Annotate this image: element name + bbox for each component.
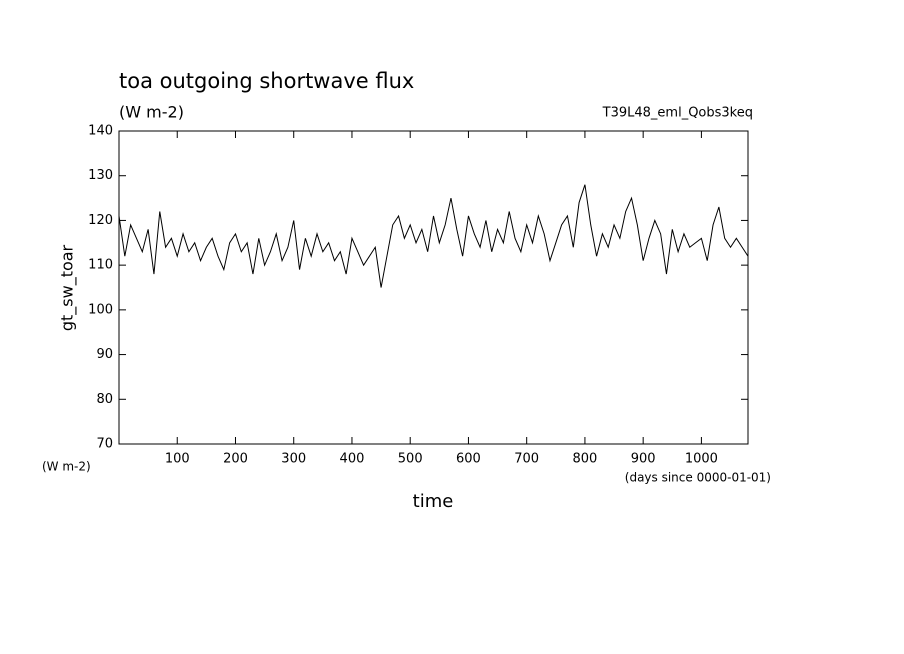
x-tick-label: 100	[165, 452, 190, 467]
x-tick-label: 300	[281, 452, 306, 467]
y-tick-label: 100	[88, 302, 113, 317]
x-unit: (days since 0000-01-01)	[625, 471, 771, 485]
y-tick-label: 110	[88, 258, 113, 273]
y-tick-label: 140	[88, 124, 113, 139]
x-tick-label: 600	[456, 452, 481, 467]
y-tick-label: 80	[96, 392, 113, 407]
y-unit: (W m-2)	[42, 460, 91, 474]
plot-frame	[118, 130, 749, 445]
y-tick-label: 70	[96, 437, 113, 452]
x-tick-label: 800	[573, 452, 598, 467]
y-tick-label: 130	[88, 168, 113, 183]
y-tick-label: 90	[96, 347, 113, 362]
x-tick-label: 1000	[685, 452, 718, 467]
chart-title: toa outgoing shortwave flux	[119, 69, 414, 93]
x-tick-label: 200	[223, 452, 248, 467]
y-axis-label: gt_sw_toar	[58, 244, 78, 331]
subtitle: (W m-2)	[119, 103, 184, 122]
annotation: T39L48_eml_Qobs3keq	[602, 106, 753, 121]
x-tick-label: 700	[514, 452, 539, 467]
y-tick-label: 120	[88, 213, 113, 228]
data-line	[118, 184, 749, 288]
x-tick-label: 500	[398, 452, 423, 467]
x-axis-label: time	[413, 491, 454, 512]
x-tick-label: 400	[340, 452, 365, 467]
x-tick-label: 900	[631, 452, 656, 467]
